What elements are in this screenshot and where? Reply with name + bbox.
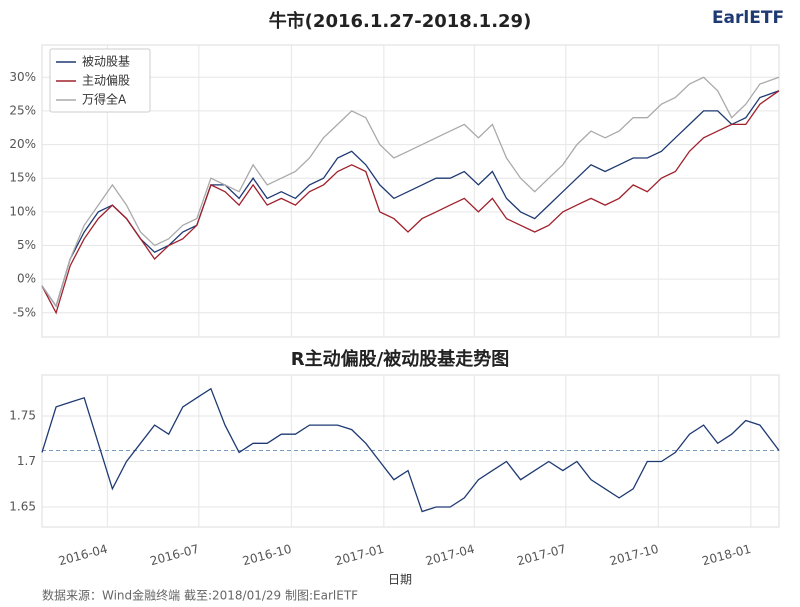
y-tick-label: 1.75	[9, 408, 36, 422]
plot-area	[41, 44, 780, 338]
series-line	[41, 90, 780, 315]
y-tick-label: 0%	[17, 272, 36, 286]
chart-title: 牛市(2016.1.27-2018.1.29)	[269, 10, 532, 32]
series-line	[41, 76, 780, 308]
y-tick-label: 25%	[9, 103, 36, 117]
y-tick-label: 1.7	[17, 454, 36, 468]
legend-label: 被动股基	[82, 55, 130, 69]
y-tick-label: 20%	[9, 137, 36, 151]
y-tick-label: 15%	[9, 171, 36, 185]
y-tick-label: 30%	[9, 70, 36, 84]
x-axis-label: 日期	[388, 573, 412, 587]
legend-label: 主动偏股	[82, 73, 130, 88]
y-tick-label: 5%	[17, 238, 36, 252]
legend-label: 万得全A	[82, 92, 127, 107]
y-tick-label: -5%	[13, 305, 36, 319]
series-line	[41, 387, 780, 513]
source-note: 数据来源：Wind金融终端 截至:2018/01/29 制图:EarlETF	[42, 588, 358, 603]
logo: EarlETF	[712, 8, 784, 28]
y-tick-label: 10%	[9, 204, 36, 218]
y-tick-label: 1.65	[9, 499, 36, 513]
chart-title: R主动偏股/被动股基走势图	[291, 348, 509, 370]
legend-box	[49, 48, 151, 113]
series-line	[41, 90, 780, 308]
